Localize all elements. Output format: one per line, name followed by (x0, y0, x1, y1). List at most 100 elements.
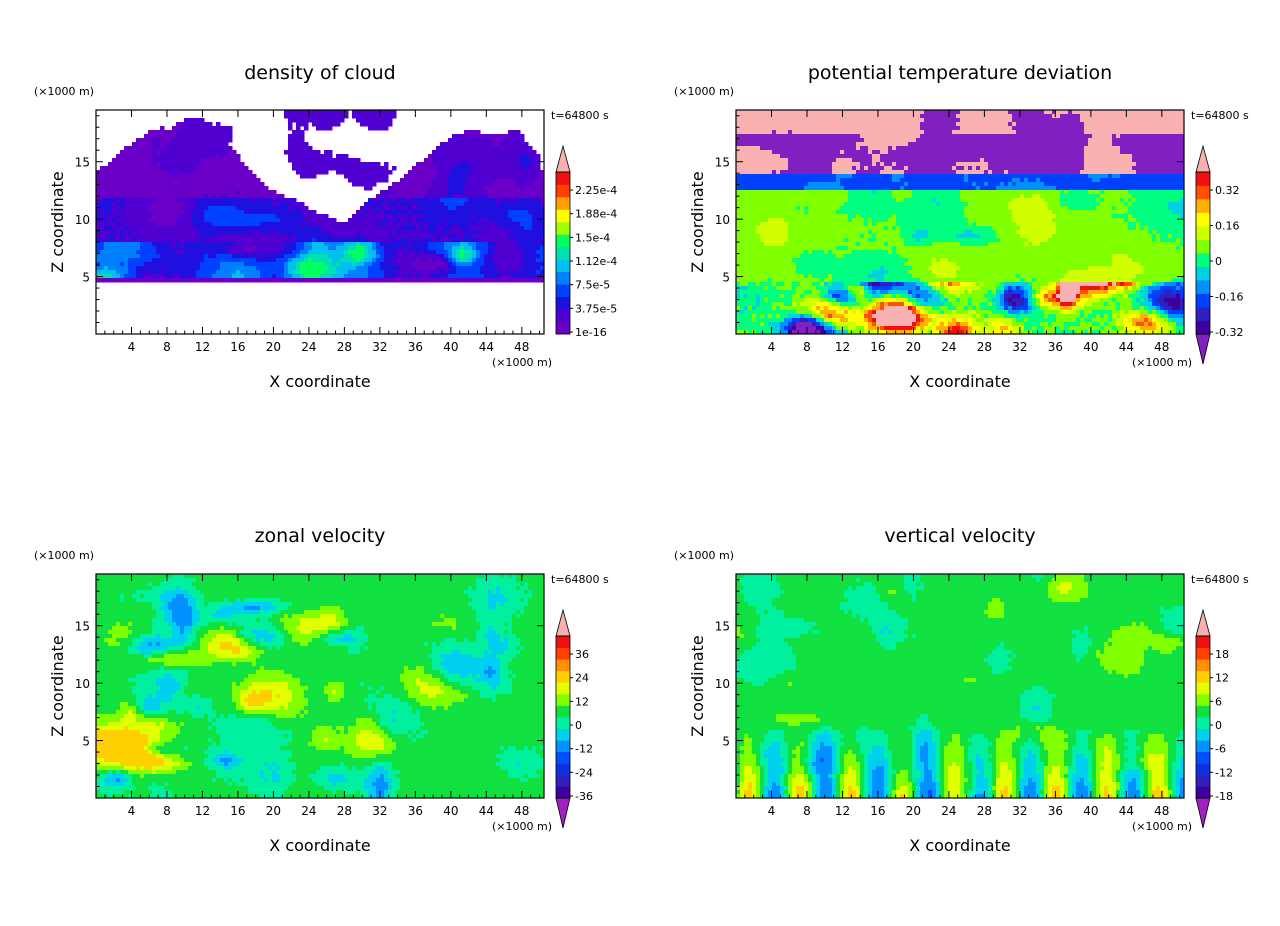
x-tick-label: 28 (337, 804, 352, 818)
x-axis-label: X coordinate (269, 372, 370, 391)
chart-title: zonal velocity (255, 525, 386, 547)
colorbar-swatch (556, 670, 570, 683)
x-tick-label: 16 (870, 804, 885, 818)
colorbar-swatch (556, 763, 570, 776)
colorbar-swatch (1196, 786, 1210, 799)
field-cells (736, 110, 1184, 334)
colorbar-swatch (556, 786, 570, 799)
y-tick-label: 15 (715, 620, 730, 634)
colorbar-label: -36 (575, 790, 593, 803)
time-label: t=64800 s (551, 573, 609, 586)
y-axis-label: Z coordinate (688, 635, 707, 736)
colorbar-swatch (1196, 226, 1210, 240)
x-tick-label: 40 (443, 804, 458, 818)
x-tick-label: 16 (230, 804, 245, 818)
time-label: t=64800 s (551, 109, 609, 122)
x-tick-label: 4 (128, 804, 136, 818)
colorbar-swatch (556, 259, 570, 273)
x-tick-label: 32 (1012, 804, 1027, 818)
x-tick-label: 44 (1119, 804, 1134, 818)
colorbar-label: -24 (575, 766, 593, 779)
colorbar-swatch (1196, 647, 1210, 660)
colorbar-frame (555, 171, 571, 335)
colorbar-label: 3.75e-5 (575, 302, 617, 315)
colorbar-swatch (556, 184, 570, 198)
y-tick-label: 10 (75, 213, 90, 227)
x-tick-label: 28 (977, 340, 992, 354)
x-axis-units: (×1000 m) (1132, 820, 1192, 833)
colorbar-swatch (1196, 320, 1210, 335)
colorbar-over-triangle (555, 608, 571, 637)
x-tick-label: 44 (479, 340, 494, 354)
x-tick-label: 44 (479, 804, 494, 818)
y-axis-label: Z coordinate (48, 635, 67, 736)
y-axis-label: Z coordinate (48, 171, 67, 272)
x-axis-units: (×1000 m) (492, 356, 552, 369)
colorbar-over-triangle (1195, 144, 1211, 173)
colorbar-swatch (556, 309, 570, 322)
colorbar-label: -0.16 (1215, 291, 1243, 304)
colorbar-swatch (1196, 774, 1210, 787)
colorbar: 0.32 0.16 0 -0.16 -0.32 (1195, 144, 1243, 365)
x-tick-label: 24 (301, 340, 316, 354)
colorbar-label: 1e-16 (575, 326, 607, 339)
colorbar-swatch (1196, 740, 1210, 753)
colorbar: 18 12 6 0 -6 -12 -18 (1195, 608, 1233, 829)
x-tick-label: 32 (372, 804, 387, 818)
colorbar-swatch (1196, 659, 1210, 672)
x-tick-label: 36 (408, 340, 423, 354)
colorbar-frame (1195, 635, 1211, 799)
colorbar-swatch (556, 636, 570, 648)
colorbar-swatch (556, 296, 570, 310)
plot-area (736, 574, 1184, 798)
y-tick-label: 5 (722, 271, 730, 285)
colorbar-swatch (1196, 293, 1210, 308)
plot-frame (95, 573, 545, 799)
x-tick-label: 4 (768, 340, 776, 354)
plot-area (96, 574, 544, 798)
y-axis-units: (×1000 m) (34, 85, 94, 98)
x-tick-label: 48 (1154, 340, 1169, 354)
x-tick-label: 28 (337, 340, 352, 354)
colorbar-swatch (1196, 693, 1210, 706)
plot-frame (95, 109, 545, 335)
colorbar-label: 0 (575, 719, 582, 732)
colorbar-label: 0.16 (1215, 220, 1240, 233)
x-axis-units: (×1000 m) (1132, 356, 1192, 369)
x-tick-label: 32 (1012, 340, 1027, 354)
field-cells (96, 110, 544, 283)
x-tick-label: 8 (803, 340, 811, 354)
chart-title: potential temperature deviation (808, 62, 1112, 84)
colorbar-swatch (556, 647, 570, 660)
y-axis-label: Z coordinate (688, 171, 707, 272)
y-tick-label: 15 (715, 156, 730, 170)
time-label: t=64800 s (1191, 109, 1249, 122)
colorbar-swatch (1196, 266, 1210, 281)
x-tick-label: 4 (768, 804, 776, 818)
colorbar-swatch (1196, 212, 1210, 227)
colorbar-label: -12 (575, 743, 593, 756)
x-tick-label: 36 (1048, 804, 1063, 818)
y-tick-label: 15 (75, 620, 90, 634)
colorbar-label: 1.88e-4 (575, 208, 617, 221)
colorbar-swatch (1196, 636, 1210, 648)
y-tick-label: 15 (75, 156, 90, 170)
colorbar-swatch (1196, 172, 1210, 186)
colorbar-swatch (556, 682, 570, 695)
x-tick-label: 12 (195, 340, 210, 354)
field-cells (96, 574, 544, 798)
colorbar-label: 1.5e-4 (575, 231, 610, 244)
colorbar-swatch (556, 172, 570, 185)
y-tick-label: 5 (722, 735, 730, 749)
x-tick-label: 20 (906, 804, 921, 818)
colorbar: 2.25e-4 1.88e-4 1.5e-4 1.12e-4 7.5e-5 3.75e-5… (555, 144, 617, 339)
colorbar-under-triangle (555, 797, 571, 829)
plot-area (736, 110, 1184, 334)
colorbar-over-triangle (555, 144, 571, 173)
colorbar-swatch (556, 659, 570, 672)
field-cells (736, 574, 1184, 798)
y-tick-label: 5 (82, 271, 90, 285)
colorbar-swatch (1196, 728, 1210, 741)
colorbar-label: -18 (1215, 790, 1233, 803)
